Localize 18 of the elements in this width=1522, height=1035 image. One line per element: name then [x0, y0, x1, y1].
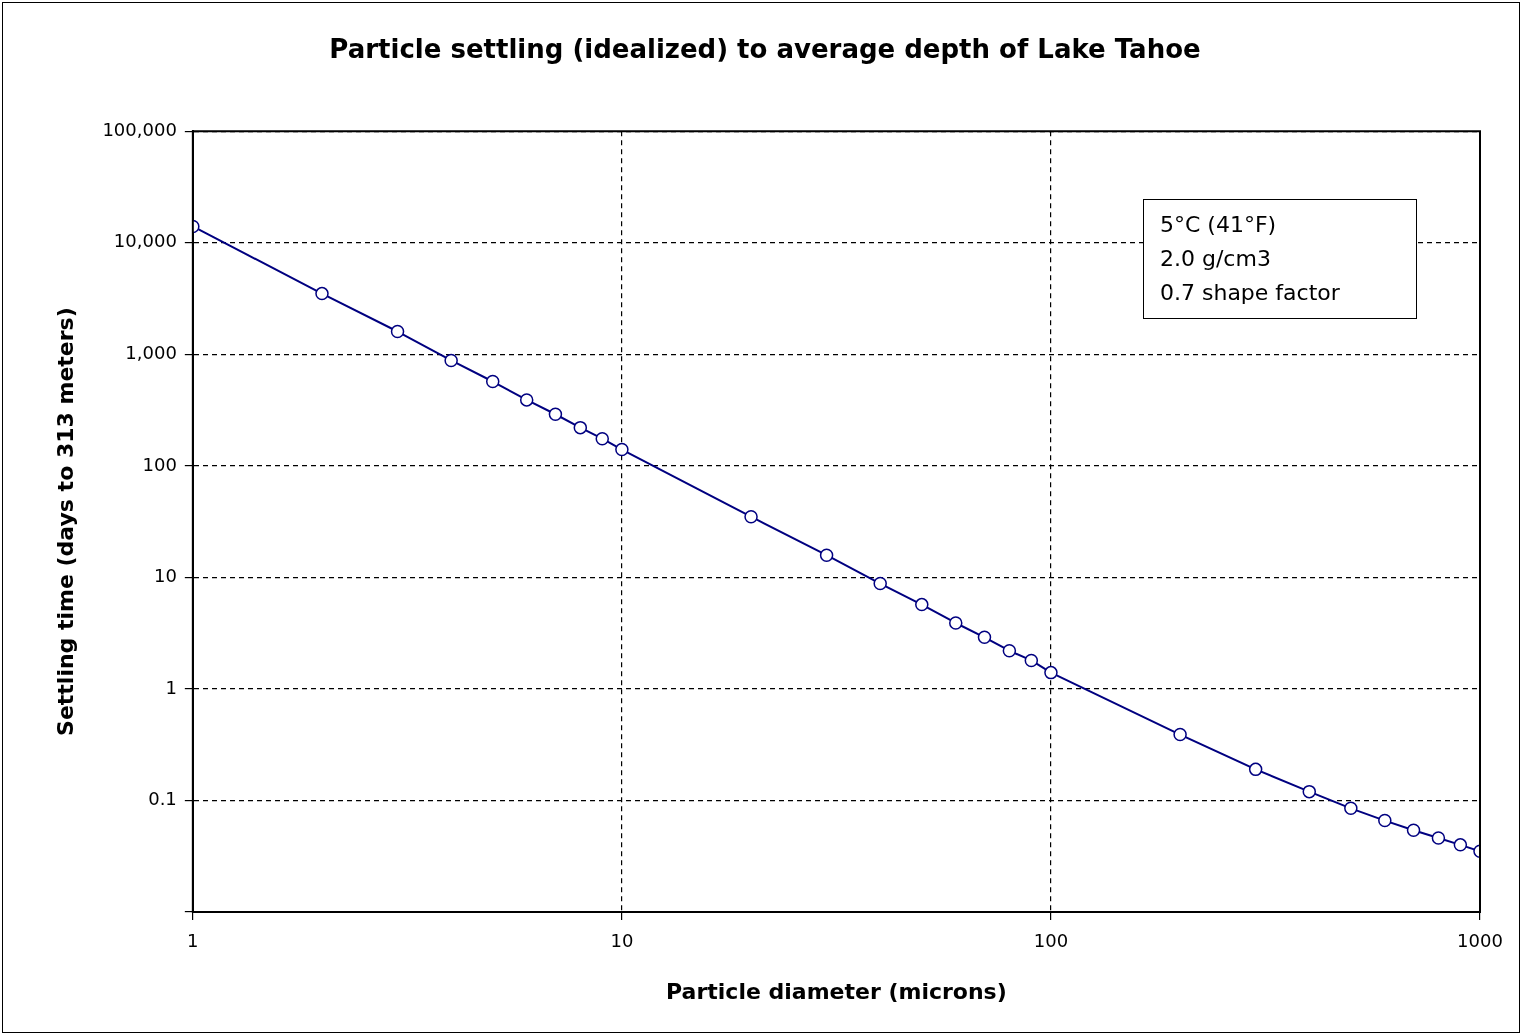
note-box: 5°C (41°F) 2.0 g/cm3 0.7 shape factor: [1143, 199, 1417, 319]
y-tick-label: 0.1: [148, 788, 177, 810]
x-tick-label: 1: [187, 930, 199, 952]
x-tick-label: 1000: [1457, 930, 1503, 952]
y-tick-label: 100,000: [102, 118, 177, 140]
y-tick-label: 10,000: [113, 230, 177, 252]
chart-title: Particle settling (idealized) to average depth of Lake Tahoe: [329, 34, 1201, 65]
x-axis-title: Particle diameter (microns): [666, 978, 1007, 1004]
y-tick-label: 10: [153, 565, 177, 587]
y-tick-label: 1,000: [125, 341, 177, 363]
annotation: 0.7 shape factor: [1160, 279, 1341, 307]
annotation: 5°C (41°F): [1160, 211, 1278, 239]
annotation: 2.0 g/cm3: [1160, 245, 1272, 273]
y-tick-label: 100: [142, 453, 177, 475]
x-tick-label: 10: [610, 930, 634, 952]
y-axis-title: Settling time (days to 313 meters): [52, 307, 78, 736]
x-tick-label: 100: [1033, 930, 1069, 952]
y-tick-label: 1: [165, 676, 177, 698]
